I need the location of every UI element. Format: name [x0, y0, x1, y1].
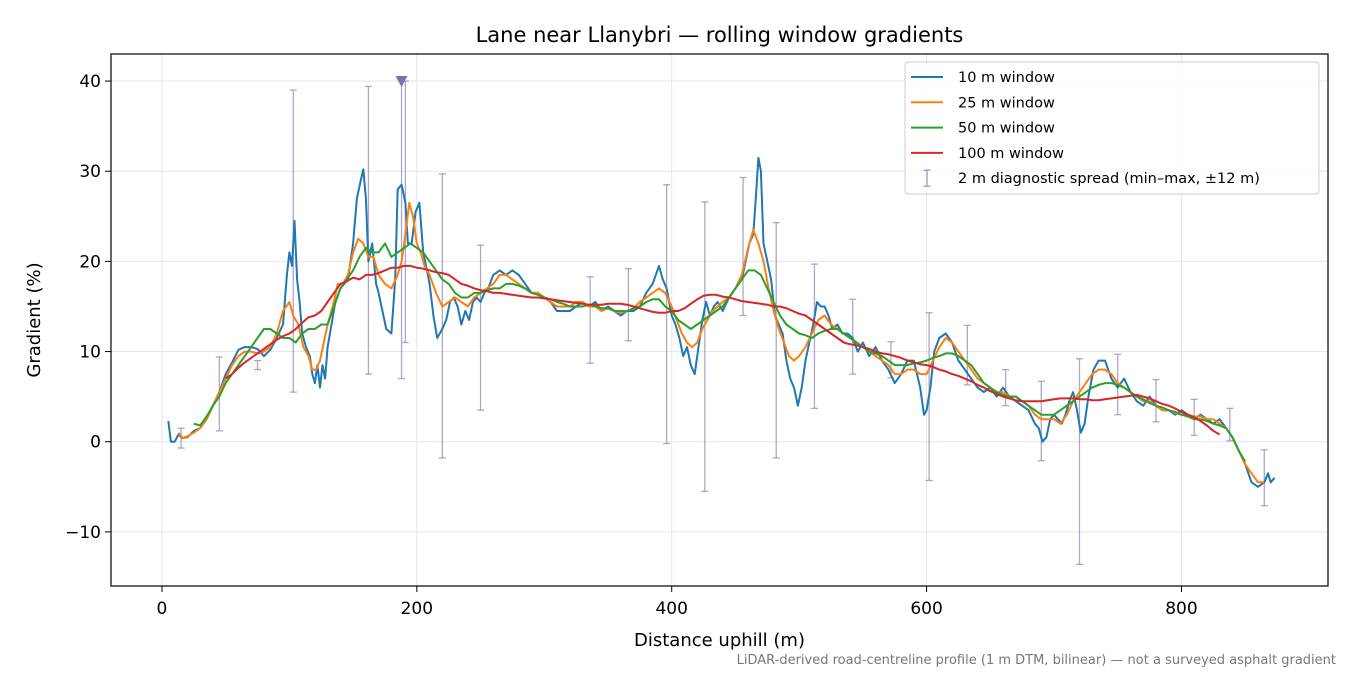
- error-bar: [1002, 368, 1010, 407]
- x-tick-label: 200: [401, 599, 433, 619]
- error-bar: [1037, 380, 1045, 462]
- plot-frame: [110, 53, 1329, 587]
- max-marker-group: [395, 76, 408, 88]
- max-gradient-marker: [395, 76, 408, 88]
- y-tick-label: 10: [79, 343, 101, 363]
- error-bar: [663, 184, 671, 445]
- error-bar: [1260, 449, 1268, 507]
- x-tick-label: 400: [655, 599, 687, 619]
- error-bar: [398, 80, 406, 380]
- legend-entry: 10 m window: [911, 70, 1055, 86]
- error-bar: [586, 276, 594, 364]
- error-bar: [963, 324, 971, 386]
- legend-entry: 100 m window: [911, 146, 1064, 162]
- error-bar: [364, 85, 372, 375]
- series-line-100-m-window: [225, 264, 1221, 436]
- y-tick-label: 20: [79, 252, 101, 272]
- error-bar: [772, 221, 780, 459]
- legend-entry: 50 m window: [911, 121, 1055, 137]
- y-tick-label: 40: [79, 72, 101, 92]
- series-line-50-m-window: [193, 242, 1247, 463]
- legend-label: 100 m window: [958, 146, 1064, 162]
- legend-label: 25 m window: [958, 95, 1055, 111]
- legend-entry: 25 m window: [911, 95, 1055, 111]
- legend-label: 50 m window: [958, 121, 1055, 137]
- y-tick-label: −10: [65, 523, 101, 543]
- x-tick-label: 800: [1165, 599, 1197, 619]
- x-axis-label: Distance uphill (m): [634, 630, 805, 651]
- legend-label: 2 m diagnostic spread (min–max, ±12 m): [958, 171, 1260, 187]
- x-tick-label: 0: [157, 599, 168, 619]
- legend: 10 m window 25 m window 50 m window 100 m w…: [904, 61, 1320, 195]
- error-bar: [438, 173, 446, 459]
- error-bar: [739, 176, 747, 317]
- series-line-25-m-window: [177, 201, 1265, 484]
- y-axis-ticks: −10 0 10 20 30 40: [65, 72, 111, 543]
- y-tick-label: 0: [90, 433, 101, 453]
- legend-entry: 2 m diagnostic spread (min–max, ±12 m): [923, 169, 1260, 187]
- y-tick-label: 30: [79, 162, 101, 182]
- series-line-10-m-window: [167, 156, 1276, 488]
- series-lines: [167, 156, 1276, 488]
- legend-label: 10 m window: [958, 70, 1055, 86]
- chart-title: Lane near Llanybri — rolling window grad…: [476, 23, 964, 47]
- error-bar: [701, 201, 709, 492]
- error-bar: [254, 359, 262, 371]
- legend-box: [904, 61, 1320, 195]
- x-axis-ticks: 0 200 400 600 800: [157, 586, 1198, 619]
- error-bar: [477, 244, 485, 411]
- footnote: LiDAR-derived road-centreline profile (1…: [737, 653, 1336, 668]
- y-axis-label: Gradient (%): [24, 262, 45, 377]
- error-bar: [1226, 407, 1234, 442]
- x-tick-label: 600: [910, 599, 942, 619]
